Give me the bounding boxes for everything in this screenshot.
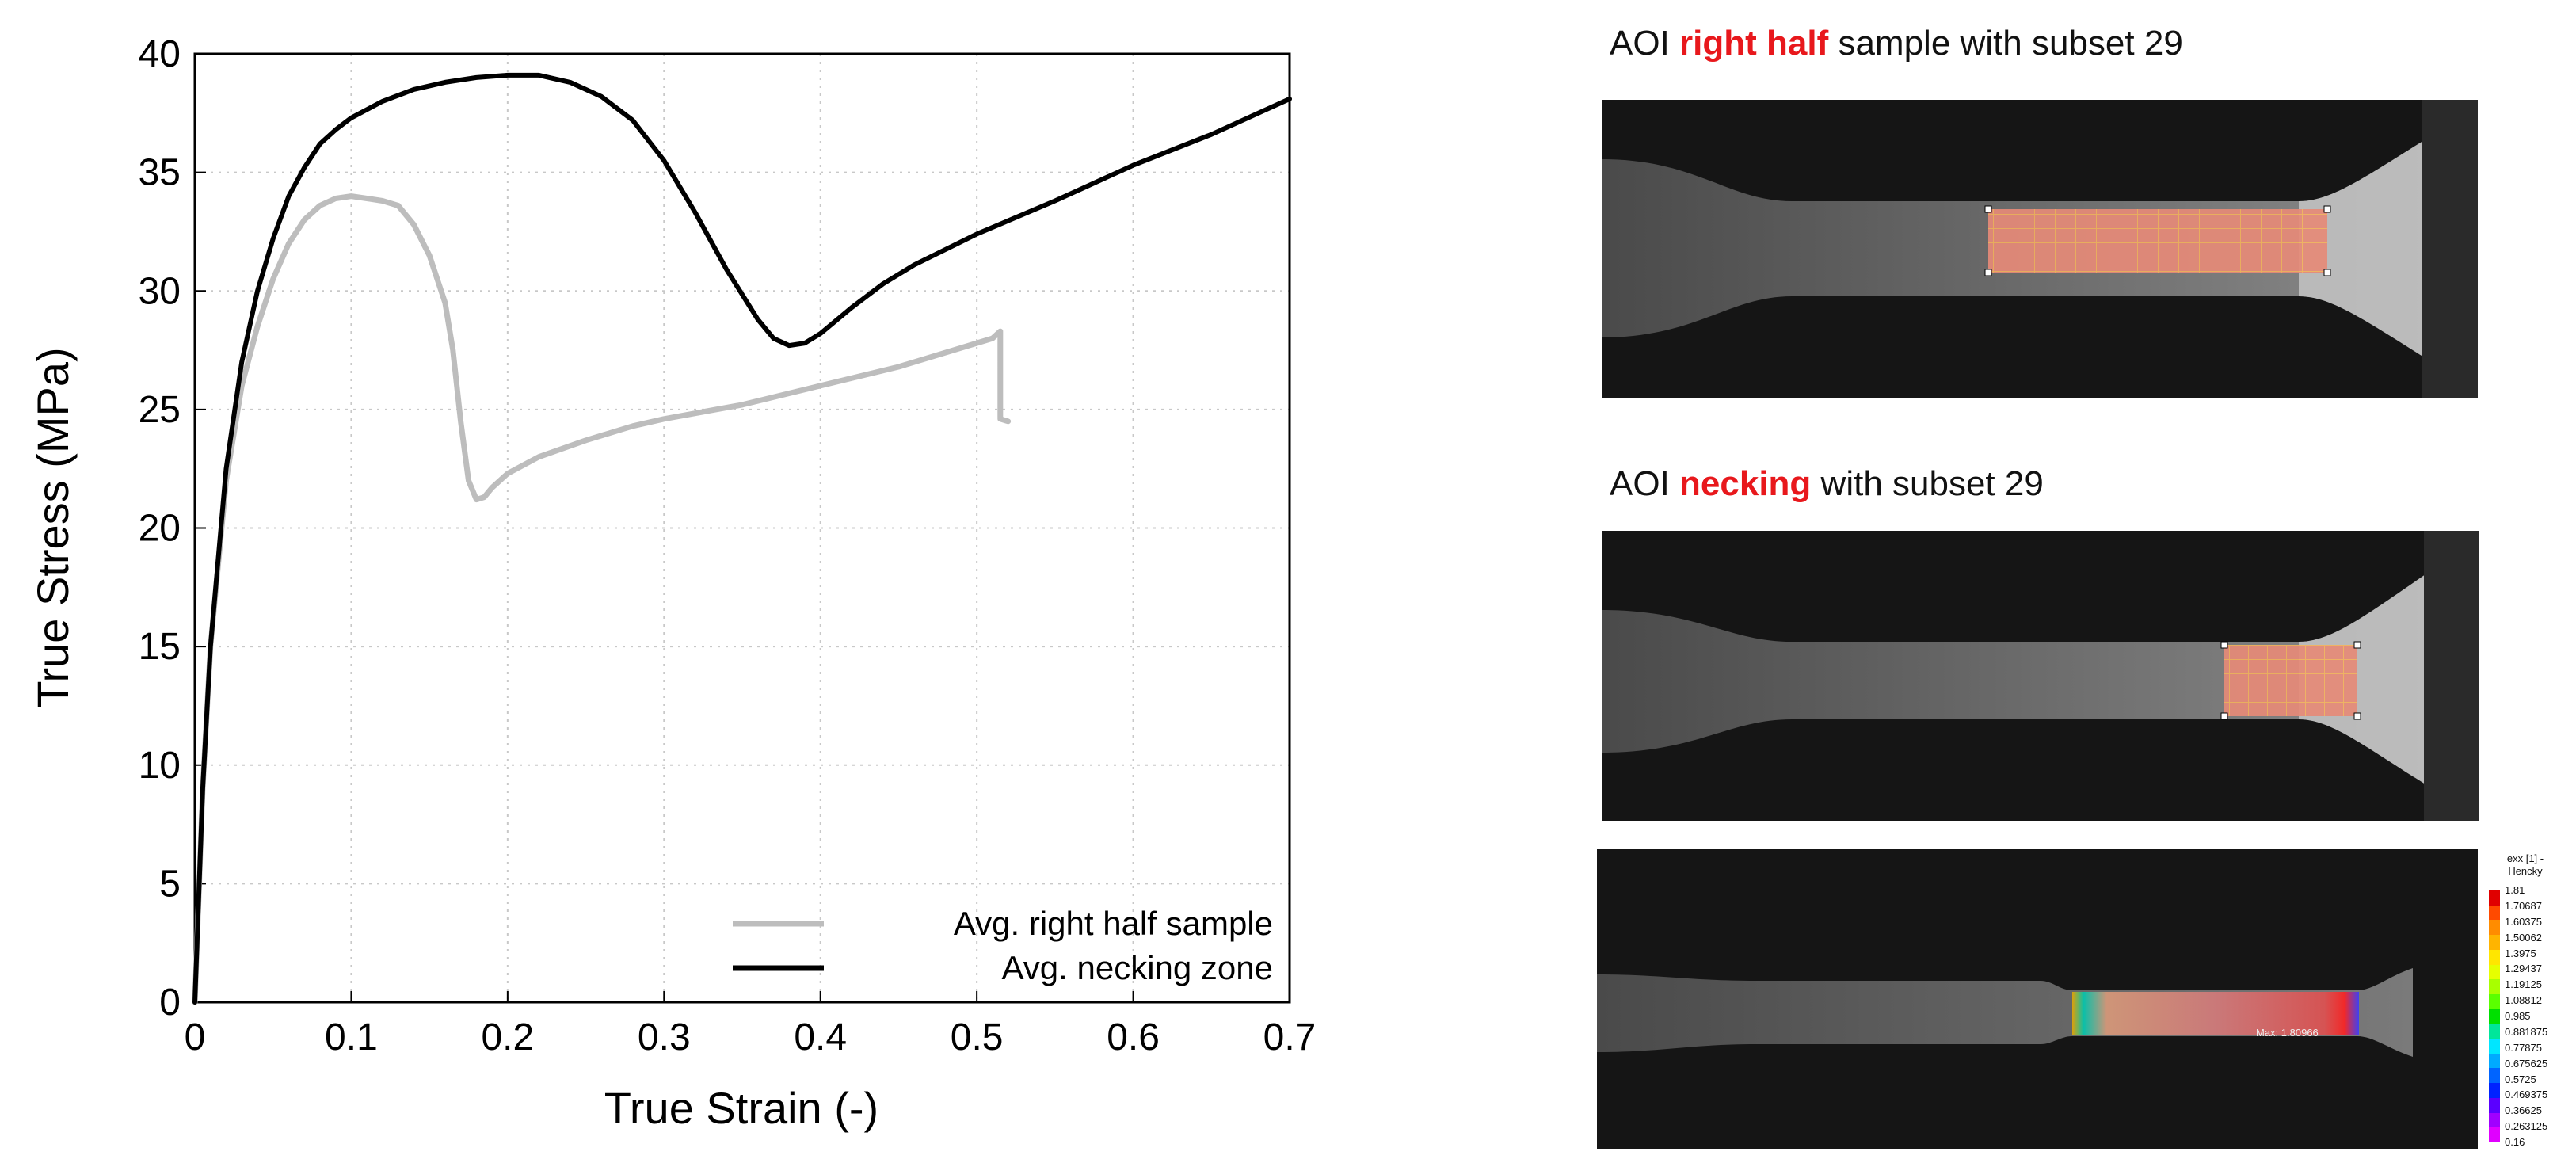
middle-title-highlight: necking — [1679, 464, 1812, 503]
colorbar-swatch — [2489, 1068, 2500, 1084]
colorbar-swatch — [2489, 964, 2500, 980]
specimen-strain-contour — [1597, 968, 2413, 1057]
top-title-highlight: right half — [1679, 24, 1829, 63]
colorbar-title-line1: exx [1] - — [2506, 852, 2544, 864]
y-tick-label: 35 — [139, 152, 181, 194]
y-tick-label: 20 — [139, 508, 181, 550]
colorbar-tick-label: 0.881875 — [2505, 1025, 2548, 1038]
x-axis-label: True Strain (-) — [604, 1083, 878, 1133]
colorbar-swatch — [2489, 979, 2500, 995]
y-axis-ticks: 0 5 10 15 20 25 30 35 40 — [139, 33, 206, 1024]
middle-title-prefix: AOI — [1610, 464, 1680, 503]
contour-specimen-image: Max: 1.80966 — [1597, 849, 2478, 1149]
y-axis-label: True Stress (MPa) — [28, 347, 78, 707]
middle-title-suffix: with subset 29 — [1811, 464, 2044, 503]
y-tick-label: 40 — [139, 33, 181, 75]
top-title-prefix: AOI — [1610, 24, 1680, 63]
colorbar-tick-label: 0.263125 — [2505, 1120, 2548, 1133]
colorbar-swatch — [2489, 949, 2500, 966]
colorbar: exx [1] - Hencky 1.81 1.70687 1.60375 1.500… — [2486, 849, 2573, 1150]
top-panel-title: AOI right half sample with subset 29 — [1610, 24, 2183, 63]
x-tick-label: 0 — [185, 1016, 206, 1058]
colorbar-tick-label: 1.3975 — [2505, 947, 2536, 959]
x-tick-label: 0.5 — [951, 1016, 1004, 1058]
colorbar-swatches — [2489, 890, 2500, 1143]
x-axis-ticks: 0 0.1 0.2 0.3 0.4 0.5 0.6 0.7 — [185, 991, 1317, 1058]
colorbar-swatch — [2489, 1024, 2500, 1039]
colorbar-swatch — [2489, 1112, 2500, 1128]
series-line-necking — [192, 72, 1292, 1005]
top-title-suffix: sample with subset 29 — [1828, 24, 2183, 63]
middle-panel-title: AOI necking with subset 29 — [1610, 464, 2044, 504]
colorbar-swatch — [2489, 1053, 2500, 1069]
legend-label-necking: Avg. necking zone — [1002, 949, 1273, 986]
x-tick-label: 0.6 — [1107, 1016, 1160, 1058]
colorbar-tick-label: 0.16 — [2505, 1136, 2525, 1148]
colorbar-tick-label: 1.81 — [2505, 884, 2525, 896]
y-tick-label: 5 — [159, 863, 181, 905]
x-tick-label: 0.3 — [638, 1016, 691, 1058]
colorbar-tick-label: 1.50062 — [2505, 931, 2542, 944]
x-tick-label: 0.2 — [481, 1016, 534, 1058]
colorbar-tick-label: 0.5725 — [2505, 1073, 2536, 1085]
colorbar-swatch — [2489, 1009, 2500, 1024]
colorbar-tick-label: 1.08812 — [2505, 994, 2542, 1007]
colorbar-ticks: 1.81 1.70687 1.60375 1.50062 1.3975 1.29437 1.… — [2505, 884, 2573, 1149]
legend-label-right-half: Avg. right half sample — [954, 905, 1273, 942]
series-line-right-half — [192, 193, 1012, 1005]
colorbar-swatch — [2489, 993, 2500, 1010]
specimen-necking-aoi — [1602, 531, 2479, 821]
contour-max-label: Max: 1.80966 — [2256, 1027, 2319, 1039]
x-tick-label: 0.7 — [1263, 1016, 1317, 1058]
y-tick-label: 30 — [139, 270, 181, 312]
colorbar-swatch — [2489, 905, 2500, 921]
colorbar-tick-label: 1.29437 — [2505, 963, 2542, 975]
top-specimen-image — [1602, 100, 2478, 398]
colorbar-tick-label: 1.70687 — [2505, 899, 2542, 912]
stress-strain-chart: 0 0.1 0.2 0.3 0.4 0.5 0.6 0.7 0510152025303540 … — [28, 33, 1317, 1133]
colorbar-swatch — [2489, 890, 2500, 906]
colorbar-swatch — [2489, 1039, 2500, 1054]
x-tick-label: 0.4 — [794, 1016, 847, 1058]
colorbar-tick-label: 0.36625 — [2505, 1104, 2542, 1117]
y-tick-label: 10 — [139, 745, 181, 787]
colorbar-swatch — [2489, 1127, 2500, 1143]
colorbar-swatch — [2489, 920, 2500, 936]
colorbar-tick-label: 0.675625 — [2505, 1057, 2548, 1070]
specimen-right-half-aoi — [1602, 100, 2478, 398]
middle-specimen-image — [1602, 531, 2479, 821]
colorbar-tick-label: 1.19125 — [2505, 978, 2542, 991]
x-tick-label: 0.1 — [325, 1016, 378, 1058]
legend: Avg. right half sample Avg. necking zone — [733, 905, 1273, 986]
colorbar-swatch — [2489, 1083, 2500, 1099]
colorbar-title-line2: Hencky — [2508, 865, 2543, 877]
y-tick-label: 0 — [159, 982, 181, 1024]
colorbar-swatch — [2489, 1097, 2500, 1114]
colorbar-tick-label: 0.985 — [2505, 1010, 2531, 1022]
chart-series — [192, 72, 1292, 1005]
colorbar-tick-label: 0.77875 — [2505, 1041, 2542, 1054]
colorbar-swatch — [2489, 935, 2500, 951]
y-tick-label: 25 — [139, 389, 181, 431]
colorbar-tick-label: 1.60375 — [2505, 915, 2542, 928]
y-tick-label: 15 — [139, 626, 181, 668]
colorbar-tick-label: 0.469375 — [2505, 1089, 2548, 1101]
